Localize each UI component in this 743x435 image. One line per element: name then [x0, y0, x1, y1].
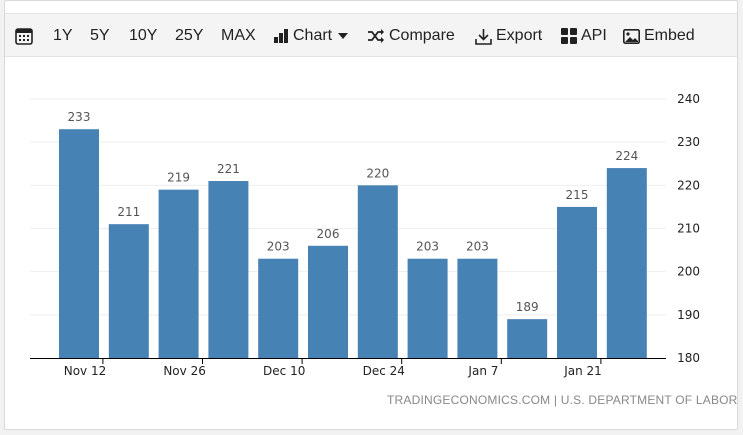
x-tick-label: Jan 21	[563, 364, 602, 378]
x-tick-label: Nov 12	[64, 364, 107, 378]
x-tick-label: Jan 7	[467, 364, 498, 378]
grid-icon	[561, 28, 577, 44]
calendar-button[interactable]	[15, 14, 33, 58]
chart-type-dropdown[interactable]: Chart	[273, 14, 349, 58]
x-tick-label: Dec 10	[263, 364, 305, 378]
calendar-icon	[15, 28, 33, 45]
bars	[59, 129, 647, 358]
bar[interactable]	[407, 258, 448, 358]
api-label: API	[581, 27, 607, 44]
range-max-button[interactable]: MAX	[221, 27, 256, 44]
y-tick-label: 190	[677, 308, 700, 322]
bar-value-label: 219	[167, 171, 190, 185]
y-tick-label: 180	[677, 351, 700, 365]
api-button[interactable]: API	[561, 14, 607, 58]
bar[interactable]	[208, 181, 249, 358]
data-labels: 233 211 219 221 203 206 220 203 203 189 215 224	[68, 110, 639, 314]
compare-label: Compare	[389, 27, 455, 44]
y-tick-label: 240	[677, 92, 700, 106]
bar[interactable]	[507, 319, 548, 358]
bar[interactable]	[59, 129, 99, 358]
bar-value-label: 224	[615, 149, 638, 163]
x-tick-label: Dec 24	[363, 364, 405, 378]
bar-value-label: 189	[516, 300, 539, 314]
bar-chart-icon	[274, 29, 288, 43]
x-tick-label: Nov 26	[163, 364, 206, 378]
bar[interactable]	[108, 224, 149, 358]
y-tick-label: 200	[677, 265, 700, 279]
bar-value-label: 203	[267, 240, 290, 254]
x-axis: Nov 12 Nov 26 Dec 10 Dec 24 Jan 7 Jan 21	[30, 358, 666, 378]
embed-button[interactable]: Embed	[623, 14, 695, 58]
caret-down-icon	[338, 33, 349, 39]
bar-value-label: 211	[117, 205, 140, 219]
range-25y-button[interactable]: 25Y	[175, 27, 204, 44]
bar[interactable]	[557, 206, 597, 358]
bar[interactable]	[158, 189, 199, 358]
bar-value-label: 220	[366, 166, 389, 180]
chart-toolbar: 1Y 5Y 10Y 25Y MAX Chart Compare	[5, 13, 737, 57]
bar-value-label: 203	[416, 240, 439, 254]
source-attribution[interactable]: TRADINGECONOMICS.COM | U.S. DEPARTMENT O…	[387, 393, 738, 407]
y-axis: 180 190 200 210 220 230 240	[677, 92, 700, 365]
compare-button[interactable]: Compare	[367, 14, 455, 58]
y-tick-label: 220	[677, 178, 700, 192]
export-label: Export	[496, 27, 543, 44]
bar-value-label: 206	[317, 227, 340, 241]
bar[interactable]	[606, 168, 647, 358]
export-button[interactable]: Export	[475, 14, 542, 58]
bar[interactable]	[308, 245, 348, 358]
image-icon	[623, 28, 640, 44]
y-tick-label: 210	[677, 222, 700, 236]
download-icon	[475, 28, 492, 45]
chart-type-label: Chart	[293, 27, 333, 44]
bar[interactable]	[457, 258, 498, 358]
range-10y-button[interactable]: 10Y	[129, 27, 158, 44]
embed-label: Embed	[644, 27, 695, 44]
bar-value-label: 215	[566, 188, 589, 202]
bar[interactable]	[357, 185, 398, 358]
range-1y-button[interactable]: 1Y	[53, 27, 73, 44]
bar[interactable]	[258, 258, 299, 358]
bar-value-label: 203	[466, 240, 489, 254]
y-tick-label: 230	[677, 135, 700, 149]
bar-value-label: 221	[217, 162, 240, 176]
bar-value-label: 233	[68, 110, 91, 124]
range-5y-button[interactable]: 5Y	[90, 27, 110, 44]
shuffle-icon	[368, 29, 384, 43]
